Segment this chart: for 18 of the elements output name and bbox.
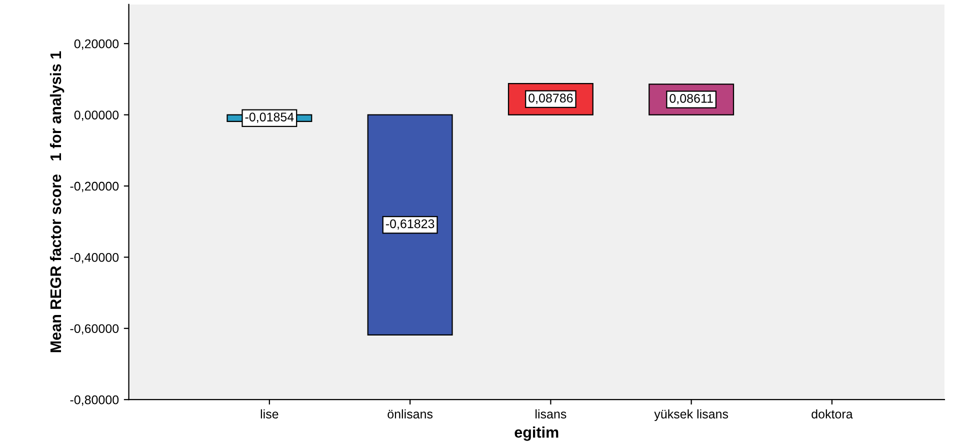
x-tick-label: yüksek lisans xyxy=(654,409,728,421)
x-tick-label: doktora xyxy=(812,409,853,419)
y-tick-label: 0,20000 xyxy=(74,39,119,50)
x-tick-label: lisans xyxy=(536,409,566,419)
y-tick-label: -0,40000 xyxy=(70,253,119,264)
x-axis-title: egitim xyxy=(514,426,558,441)
data-label: 0,08786 xyxy=(528,94,573,104)
data-label: 0,08611 xyxy=(670,94,713,104)
data-label: -0,01854 xyxy=(245,112,294,123)
y-axis-title: Mean REGR factor score 1 for analysis 1 xyxy=(50,51,64,352)
bar xyxy=(367,114,453,336)
y-tick-label: -0,80000 xyxy=(70,395,119,406)
y-tick-label: -0,60000 xyxy=(70,324,119,335)
data-label: -0,61823 xyxy=(386,219,434,230)
y-tick-label: 0,00000 xyxy=(74,110,119,121)
y-tick-label: -0,20000 xyxy=(70,182,119,192)
x-tick-label: önlisans xyxy=(388,409,433,419)
x-tick-label: lise xyxy=(260,409,278,419)
